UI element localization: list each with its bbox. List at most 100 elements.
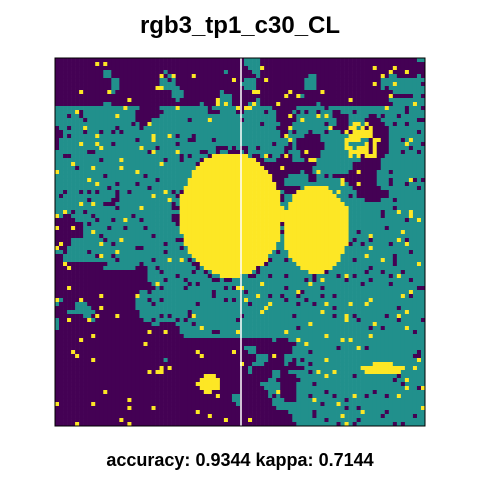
raster-cell [320, 242, 325, 247]
raster-cell [248, 258, 253, 263]
raster-cell [372, 194, 378, 199]
raster-cell [103, 146, 108, 151]
raster-cell [328, 186, 333, 191]
raster-cell [420, 98, 425, 103]
raster-cell [392, 162, 398, 167]
raster-cell [111, 114, 116, 119]
raster-cell [179, 254, 184, 259]
raster-cell [167, 182, 172, 187]
raster-cell [364, 214, 369, 219]
raster-cell [83, 230, 88, 235]
raster-cell [380, 238, 386, 243]
raster-cell [328, 170, 333, 175]
raster-cell [139, 202, 144, 207]
raster-cell [268, 190, 273, 195]
raster-cell [219, 198, 225, 203]
raster-cell [227, 182, 233, 187]
raster-cell [292, 266, 297, 271]
raster-cell [332, 122, 337, 127]
raster-cell [288, 134, 293, 139]
raster-cell [324, 178, 329, 183]
raster-cell [131, 270, 136, 275]
raster-cell [235, 166, 241, 171]
raster-cell [219, 218, 225, 223]
raster-cell [207, 166, 213, 171]
raster-cell [79, 142, 84, 147]
raster-cell [231, 218, 237, 223]
raster-cell [284, 174, 289, 179]
raster-cell [167, 170, 172, 175]
raster-cell [340, 70, 345, 75]
raster-cell [171, 90, 176, 95]
raster-cell [412, 142, 418, 147]
raster-cell [284, 254, 289, 259]
raster-cell [252, 58, 257, 63]
raster-cell [123, 214, 128, 219]
raster-cell [340, 146, 345, 151]
raster-cell [223, 178, 229, 183]
raster-cell [223, 166, 229, 171]
raster-cell [231, 82, 237, 87]
raster-cell [360, 202, 365, 207]
raster-cell [384, 202, 390, 207]
raster-cell [336, 70, 341, 75]
raster-cell [328, 254, 333, 259]
raster-cell [119, 194, 124, 199]
raster-cell [392, 130, 398, 135]
raster-cell [139, 246, 144, 251]
raster-cell [324, 186, 329, 191]
raster-cell [312, 186, 317, 191]
raster-cell [372, 242, 378, 247]
raster-cell [400, 238, 406, 243]
raster-cell [316, 146, 321, 151]
raster-cell [420, 158, 425, 163]
raster-cell [83, 118, 88, 123]
raster-cell [308, 82, 313, 87]
raster-cell [392, 70, 398, 75]
raster-cell [203, 162, 209, 167]
raster-cell [143, 222, 148, 227]
raster-cell [63, 114, 68, 119]
raster-cell [67, 62, 72, 67]
raster-cell [199, 66, 205, 71]
raster-cell [356, 130, 361, 135]
raster-cell [119, 254, 124, 259]
raster-cell [79, 126, 84, 131]
raster-cell [107, 130, 112, 135]
raster-cell [91, 214, 96, 219]
raster-cell [408, 178, 414, 183]
raster-cell [235, 242, 241, 247]
raster-cell [199, 70, 205, 75]
raster-cell [71, 182, 76, 187]
raster-cell [235, 266, 241, 271]
raster-cell [336, 202, 341, 207]
raster-cell [264, 66, 269, 71]
raster-cell [416, 74, 422, 79]
raster-cell [416, 166, 422, 171]
raster-cell [380, 58, 386, 63]
raster-cell [300, 270, 305, 275]
raster-cell [91, 182, 96, 187]
raster-cell [87, 58, 92, 63]
raster-cell [356, 138, 361, 143]
raster-cell [147, 122, 152, 127]
raster-cell [163, 58, 168, 63]
raster-cell [332, 242, 337, 247]
raster-cell [332, 254, 337, 259]
raster-cell [352, 162, 357, 167]
raster-cell [83, 274, 88, 279]
raster-cell [119, 262, 124, 267]
raster-cell [272, 230, 277, 235]
raster-cell [99, 254, 104, 259]
raster-cell [276, 58, 281, 63]
raster-cell [55, 230, 60, 235]
raster-cell [332, 186, 337, 191]
raster-cell [312, 102, 317, 107]
raster-cell [179, 222, 184, 227]
raster-cell [135, 90, 140, 95]
raster-cell [199, 110, 205, 115]
raster-cell [384, 90, 390, 95]
raster-cell [244, 146, 249, 151]
raster-cell [215, 182, 221, 187]
raster-cell [151, 234, 156, 239]
